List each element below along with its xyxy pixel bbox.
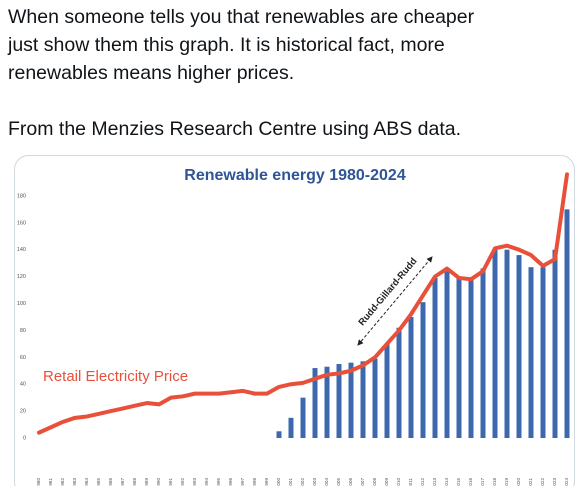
y-tick-label: 80: [20, 328, 26, 334]
bar: [564, 209, 570, 438]
x-tick-label: Jan-2013: [432, 478, 437, 486]
bar: [480, 268, 486, 438]
x-tick-label: Jan-1996: [228, 478, 233, 486]
bar: [504, 249, 510, 438]
image-frame: [14, 155, 575, 486]
x-tick-label: Jan-1983: [72, 478, 77, 486]
x-tick-label: Jan-2003: [312, 478, 317, 486]
bar: [300, 397, 306, 438]
bar: [372, 358, 378, 438]
x-tick-label: Jan-1980: [36, 478, 41, 486]
tweet-text: just show them this graph. It is histori…: [8, 34, 445, 56]
x-tick-label: Jan-2000: [276, 478, 281, 486]
bar: [348, 362, 354, 438]
x-tick-label: Jan-1994: [204, 478, 209, 486]
x-tick-label: Jan-2010: [396, 478, 401, 486]
x-tick-label: Jan-2017: [480, 478, 485, 486]
x-tick-label: Jan-1984: [84, 478, 89, 486]
x-tick-label: Jan-1981: [48, 478, 53, 486]
x-tick-label: Jan-2004: [324, 478, 329, 486]
x-tick-label: Jan-1993: [192, 478, 197, 486]
x-tick-label: Jan-1982: [60, 478, 65, 486]
bar: [516, 255, 522, 438]
y-tick-label: 0: [23, 435, 26, 441]
bar: [336, 364, 342, 438]
x-tick-label: Jan-1992: [180, 478, 185, 486]
bar: [528, 267, 534, 438]
y-tick-label: 40: [20, 382, 26, 388]
bar: [420, 302, 426, 438]
bar: [396, 327, 402, 438]
annotation-arrow: [357, 256, 433, 346]
x-tick-label: Jan-2024: [564, 478, 569, 486]
bar: [324, 366, 330, 438]
x-tick-label: Jan-2007: [360, 478, 365, 486]
x-tick-label: Jan-2011: [408, 478, 413, 486]
bar: [312, 368, 318, 438]
x-tick-label: Jan-2019: [504, 478, 509, 486]
y-tick-label: 140: [17, 247, 26, 253]
x-tick-label: Jan-2006: [348, 478, 353, 486]
bar: [276, 431, 282, 438]
y-tick-label: 180: [17, 193, 26, 199]
bar: [432, 277, 438, 438]
x-tick-label: Jan-1997: [240, 478, 245, 486]
bar: [468, 279, 474, 438]
x-tick-label: Jan-1988: [132, 478, 137, 486]
x-tick-label: Jan-1995: [216, 478, 221, 486]
series-label: Retail Electricity Price: [43, 368, 188, 385]
y-tick-label: 160: [17, 220, 26, 226]
x-tick-label: Jan-1986: [108, 478, 113, 486]
x-tick-label: Jan-2018: [492, 478, 497, 486]
x-tick-label: Jan-2023: [552, 478, 557, 486]
chart-title: Renewable energy 1980-2024: [184, 167, 406, 184]
x-tick-label: Jan-2005: [336, 478, 341, 486]
bar: [288, 417, 294, 438]
x-tick-label: Jan-2008: [372, 478, 377, 486]
bar: [540, 267, 546, 438]
x-tick-label: Jan-1991: [168, 478, 173, 486]
x-tick-label: Jan-2009: [384, 478, 389, 486]
x-tick-label: Jan-2016: [468, 478, 473, 486]
x-tick-label: Jan-2021: [528, 478, 533, 486]
tweet-text: From the Menzies Research Centre using A…: [8, 118, 462, 140]
x-tick-label: Jan-1985: [96, 478, 101, 486]
x-tick-label: Jan-1999: [264, 478, 269, 486]
x-tick-label: Jan-2002: [300, 478, 305, 486]
bar: [492, 249, 498, 438]
x-tick-label: Jan-1989: [144, 478, 149, 486]
bar: [360, 361, 366, 438]
x-tick-label: Jan-2022: [540, 478, 545, 486]
x-tick-label: Jan-1987: [120, 478, 125, 486]
x-tick-label: Jan-1990: [156, 478, 161, 486]
bar: [384, 343, 390, 438]
x-tick-label: Jan-2001: [288, 478, 293, 486]
bar: [444, 271, 450, 438]
y-tick-label: 20: [20, 409, 26, 415]
x-tick-label: Jan-1998: [252, 478, 257, 486]
tweet-text: When someone tells you that renewables a…: [8, 6, 475, 28]
bar: [408, 316, 414, 438]
bar: [456, 276, 462, 438]
x-tick-label: Jan-2015: [456, 478, 461, 486]
y-tick-label: 120: [17, 274, 26, 280]
y-tick-label: 60: [20, 355, 26, 361]
line: [37, 172, 569, 435]
bar: [552, 249, 558, 438]
tweet-text: renewables means higher prices.: [8, 62, 295, 84]
x-tick-label: Jan-2012: [420, 478, 425, 486]
y-tick-label: 100: [17, 301, 26, 307]
x-tick-label: Jan-2020: [516, 478, 521, 486]
